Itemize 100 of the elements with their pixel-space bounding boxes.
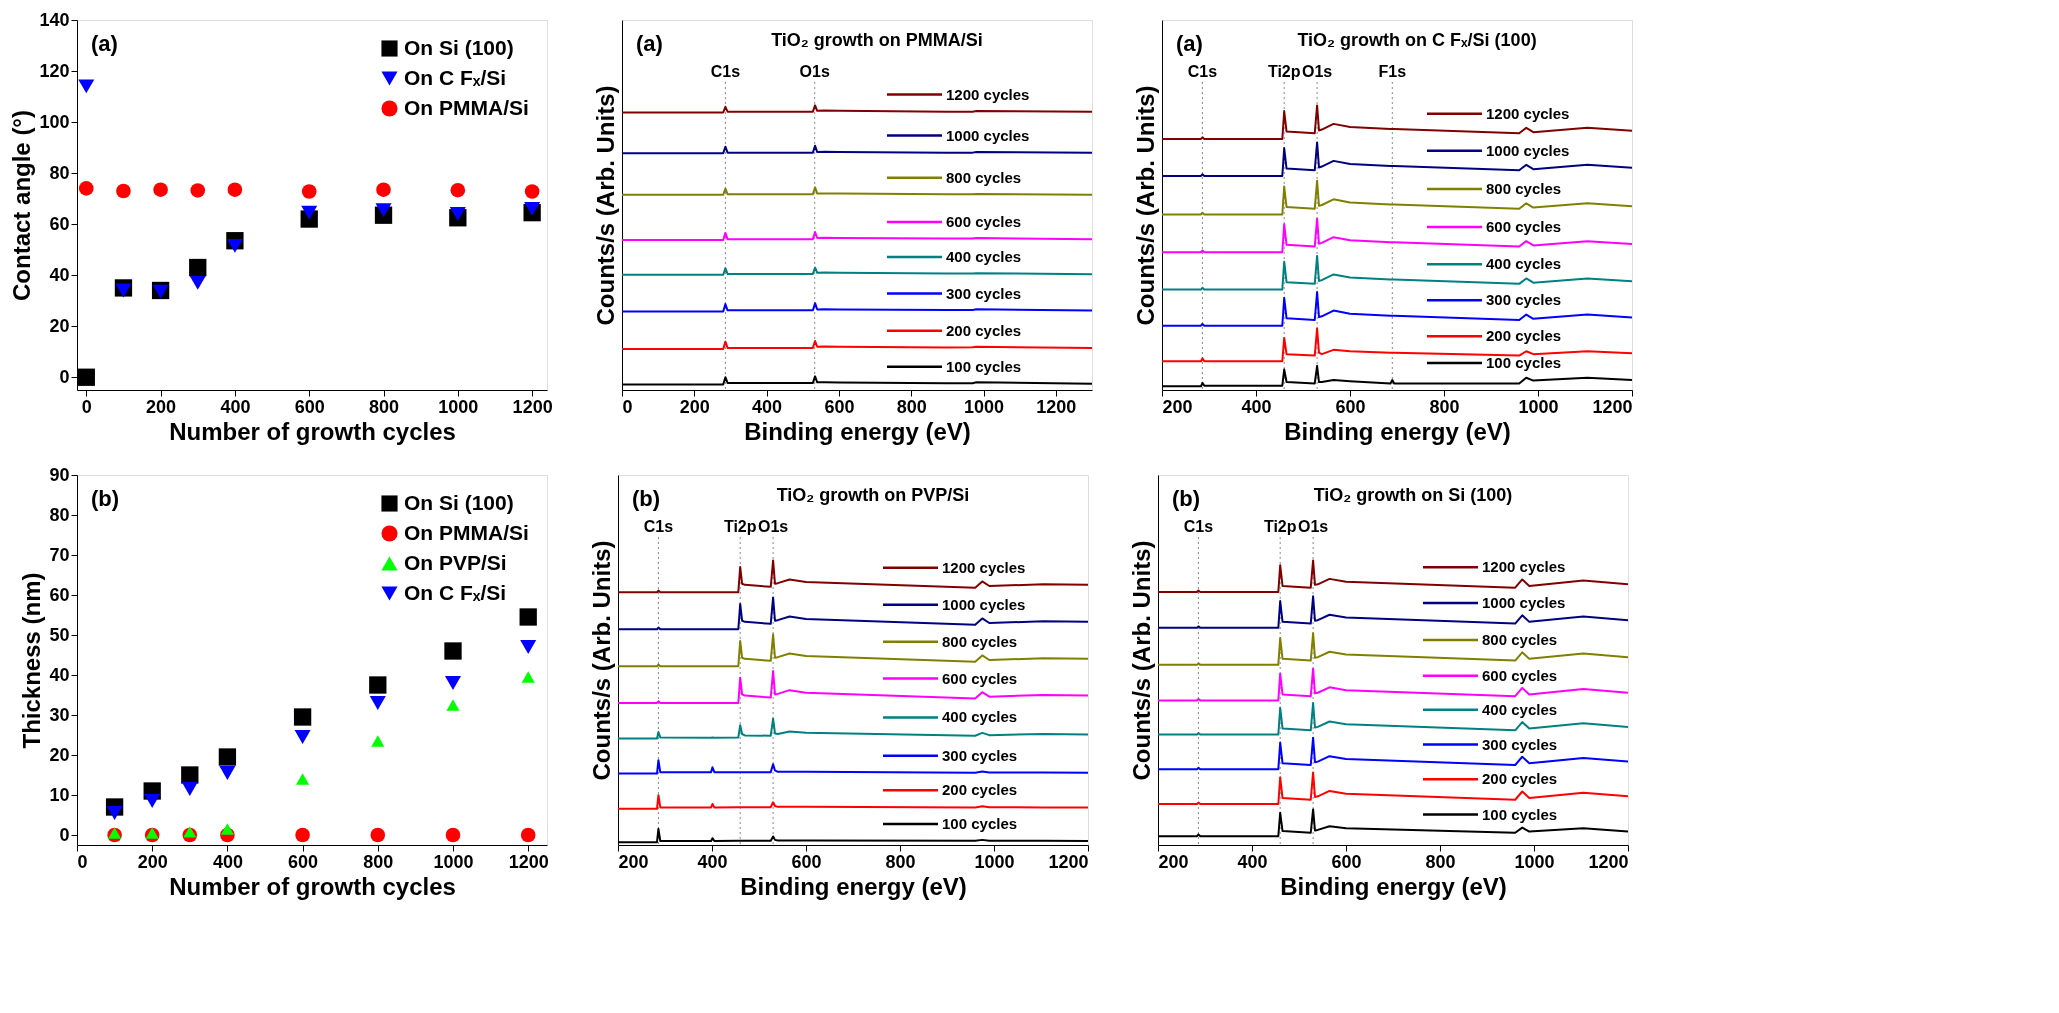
- legend-label: 1200 cycles: [946, 85, 1030, 103]
- x-tick-label: 200: [618, 851, 649, 872]
- y-tick-label: 20: [49, 315, 70, 336]
- point: [189, 275, 206, 290]
- text: (b): [632, 486, 661, 511]
- x-tick-label: 600: [791, 851, 822, 872]
- y-tick-label: 30: [49, 704, 70, 725]
- point: [444, 676, 462, 690]
- x-tick-label: 200: [1162, 396, 1193, 417]
- x-tick-label: 800: [896, 396, 927, 417]
- x-tick-label: 0: [77, 851, 88, 872]
- point: [294, 730, 311, 744]
- chart-title: TiO₂ growth on Si (100): [1313, 485, 1513, 505]
- x-tick-label: 400: [752, 396, 783, 417]
- point: [153, 182, 168, 197]
- legend-label: On PMMA/Si: [404, 520, 529, 544]
- legend-label: 800 cycles: [1486, 180, 1562, 198]
- point: [227, 182, 243, 197]
- point: [301, 184, 317, 199]
- legend-label: 200 cycles: [1482, 770, 1558, 788]
- y-axis-title: Counts/s (Arb. Units): [591, 85, 619, 326]
- x-axis-title: Binding energy (eV): [1280, 872, 1507, 900]
- point: [181, 782, 198, 796]
- point: [446, 699, 460, 711]
- legend-label: 800 cycles: [946, 168, 1022, 186]
- point: [369, 696, 386, 710]
- legend-label: 300 cycles: [1482, 735, 1558, 753]
- x-tick-label: 1000: [1514, 851, 1555, 872]
- y-tick-label: 20: [49, 744, 70, 765]
- x-tick-label: 600: [1335, 396, 1366, 417]
- x-tick-label: 1200: [508, 851, 549, 872]
- ref-line-label: C1s: [1187, 63, 1218, 80]
- point: [296, 773, 310, 785]
- x-tick-label: 800: [1425, 851, 1456, 872]
- point: [376, 182, 391, 197]
- point: [295, 827, 310, 843]
- x-axis-title: Binding energy (eV): [744, 417, 971, 445]
- ref-line-label: C1s: [710, 63, 741, 80]
- point: [145, 827, 159, 839]
- x-tick-label: 1200: [1592, 396, 1633, 417]
- legend-label: 200 cycles: [942, 781, 1018, 799]
- point: [181, 766, 199, 784]
- legend-label: On C Fₓ/Si: [404, 65, 507, 89]
- legend-label: 1200 cycles: [1486, 104, 1570, 122]
- legend-label: 300 cycles: [942, 746, 1018, 764]
- legend-label: 600 cycles: [942, 669, 1018, 687]
- x-tick-label: 600: [1331, 851, 1362, 872]
- legend-label: 200 cycles: [946, 321, 1022, 339]
- legend-label: 1000 cycles: [942, 595, 1026, 613]
- x-tick-label: 200: [137, 851, 168, 872]
- x-tick-label: 400: [1241, 396, 1272, 417]
- point: [301, 205, 318, 220]
- legend-label: 100 cycles: [1486, 353, 1562, 371]
- y-tick-label: 40: [49, 264, 70, 285]
- legend-label: 800 cycles: [1482, 631, 1558, 649]
- point: [371, 735, 385, 747]
- y-tick-label: 0: [59, 824, 70, 845]
- chart-title: TiO₂ growth on C Fₓ/Si (100): [1297, 30, 1537, 50]
- point: [445, 827, 461, 843]
- x-tick-label: 1200: [1588, 851, 1629, 872]
- point: [106, 806, 123, 820]
- y-tick-label: 70: [49, 544, 70, 565]
- x-axis-title: Number of growth cycles: [169, 872, 456, 900]
- point: [78, 79, 95, 94]
- x-tick-label: 800: [369, 396, 400, 417]
- x-tick-label: 0: [81, 396, 92, 417]
- ref-line-label: O1s: [799, 63, 830, 80]
- point: [450, 182, 466, 198]
- ref-line-label: F1s: [1378, 63, 1407, 80]
- y-tick-label: 60: [49, 213, 70, 234]
- x-tick-label: 800: [885, 851, 916, 872]
- ref-line-label: C1s: [1183, 518, 1214, 535]
- text: (a): [636, 31, 663, 56]
- x-tick-label: 800: [363, 851, 394, 872]
- legend-label: 300 cycles: [1486, 291, 1562, 309]
- x-tick-label: 200: [146, 396, 177, 417]
- point: [77, 368, 95, 386]
- point: [449, 206, 466, 221]
- x-tick-label: 200: [679, 396, 710, 417]
- point: [218, 748, 237, 766]
- legend-label: 1000 cycles: [946, 126, 1030, 144]
- point: [189, 258, 207, 277]
- legend-label: 100 cycles: [946, 357, 1022, 375]
- x-tick-label: 200: [1158, 851, 1189, 872]
- y-tick-label: 80: [49, 504, 70, 525]
- legend-label: On C Fₓ/Si: [404, 580, 507, 604]
- point: [116, 183, 131, 199]
- ref-line-label: Ti2p: [1267, 63, 1301, 80]
- x-tick-label: 1200: [512, 396, 553, 417]
- legend-label: 400 cycles: [1486, 255, 1562, 273]
- point: [444, 642, 462, 660]
- annotation: (b): [91, 486, 120, 511]
- y-tick-label: 60: [49, 584, 70, 605]
- legend-label: 400 cycles: [1482, 700, 1558, 718]
- point: [219, 766, 236, 780]
- ref-line-label: O1s: [1301, 63, 1333, 80]
- chart-title: TiO₂ growth on PVP/Si: [776, 485, 970, 505]
- x-tick-label: 800: [1429, 396, 1460, 417]
- x-tick-label: 0: [622, 396, 633, 417]
- legend-label: 600 cycles: [1482, 666, 1558, 684]
